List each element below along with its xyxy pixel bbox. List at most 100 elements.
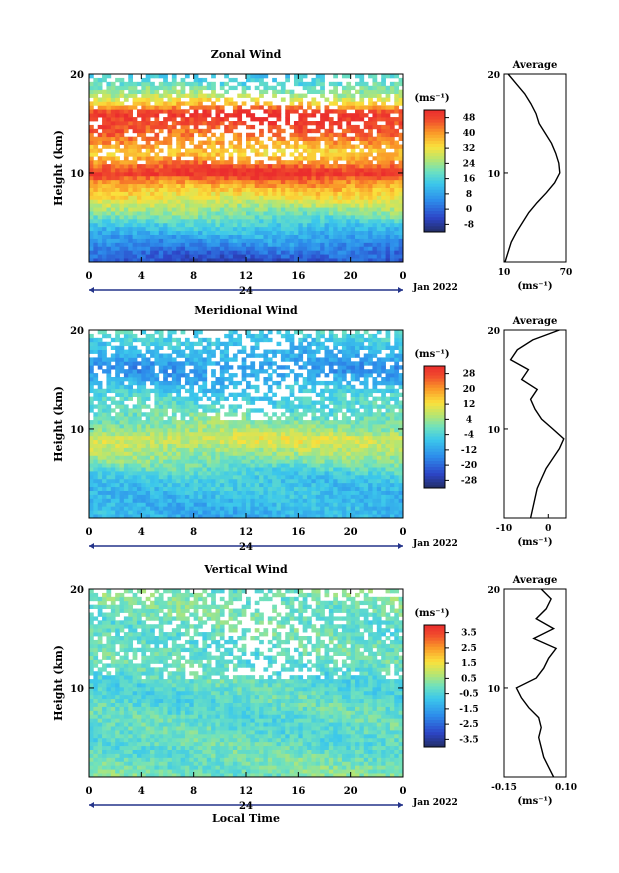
colorbar-tick-label: -8: [464, 220, 474, 230]
colorbar-tick-label: 20: [463, 385, 476, 395]
average-title: Average: [512, 575, 558, 586]
colorbar-tick-label: -0.5: [459, 690, 478, 700]
x-tick-label: 0: [86, 527, 93, 538]
panel-2: Vertical Wind 0 4 8 12 16 20 0 10 20 Height (km) 24…: [52, 563, 577, 812]
heatmap-field: [89, 589, 404, 778]
colorbar-tick-label: 40: [463, 129, 476, 139]
colorbar-tick-label: 0.5: [461, 674, 477, 684]
date-label: Jan 2022: [412, 539, 458, 549]
average-x-tick-label: 0.10: [555, 783, 577, 793]
average-profile-panel: Average 10 20 10 70 (ms⁻¹): [487, 60, 572, 292]
heatmap-field: [89, 74, 404, 263]
average-x-tick-label: 0: [545, 524, 551, 534]
average-title: Average: [512, 60, 558, 71]
colorbar-tick-label: 48: [463, 114, 476, 124]
date-label: Jan 2022: [412, 798, 458, 808]
colorbar-tick-label: -4: [464, 431, 474, 441]
average-frame: [503, 73, 567, 263]
x-tick-label: 20: [344, 271, 358, 282]
heatmap-field: [89, 330, 404, 519]
average-x-label: (ms⁻¹): [517, 796, 552, 807]
average-frame: [503, 329, 567, 519]
panel-title: Zonal Wind: [211, 48, 282, 61]
colorbar-unit: (ms⁻¹): [414, 349, 449, 360]
average-x-tick-label: 10: [498, 268, 511, 278]
average-y-tick-label: 20: [487, 586, 500, 596]
average-y-tick-label: 10: [487, 426, 500, 436]
colorbar: [423, 109, 449, 233]
average-frame: [503, 588, 567, 778]
average-x-label: (ms⁻¹): [517, 537, 552, 548]
x-tick-label: 0: [400, 527, 407, 538]
colorbar: [423, 624, 449, 748]
colorbar-tick-label: 2.5: [461, 644, 477, 654]
y-tick-label: 10: [70, 684, 84, 695]
colorbar-tick-label: -20: [461, 461, 477, 471]
average-x-tick-label: -10: [496, 524, 512, 534]
y-tick-label: 20: [70, 70, 84, 81]
x-tick-label: 12: [239, 271, 253, 282]
x-tick-label: 4: [138, 271, 145, 282]
average-y-tick-label: 10: [487, 685, 500, 695]
colorbar-tick-label: 32: [463, 144, 476, 154]
average-x-tick-label: -0.15: [491, 783, 517, 793]
y-tick-label: 10: [70, 425, 84, 436]
panel-1: Meridional Wind 0 4 8 12 16 20 0 10 20 Height (km)…: [52, 304, 567, 553]
panel-title: Meridional Wind: [194, 304, 298, 317]
x-tick-label: 4: [138, 527, 145, 538]
colorbar-unit: (ms⁻¹): [414, 93, 449, 104]
average-title: Average: [512, 316, 558, 327]
x-tick-label: 8: [190, 786, 197, 797]
x-tick-label: 20: [344, 527, 358, 538]
day-label: 24: [239, 801, 253, 812]
colorbar-tick-label: -12: [461, 446, 477, 456]
x-tick-label: 0: [86, 786, 93, 797]
colorbar-tick-label: 16: [463, 175, 476, 185]
x-tick-label: 16: [291, 271, 305, 282]
colorbar-tick-label: 8: [466, 190, 472, 200]
y-tick-label: 20: [70, 326, 84, 337]
average-line: [504, 73, 561, 263]
colorbar-tick-label: 1.5: [461, 659, 477, 669]
day-label: 24: [239, 542, 253, 553]
colorbar: [423, 365, 449, 489]
colorbar-tick-label: -28: [461, 476, 477, 486]
average-x-label: (ms⁻¹): [517, 281, 552, 292]
colorbar-tick-label: -1.5: [459, 705, 478, 715]
x-tick-label: 16: [291, 527, 305, 538]
x-tick-label: 12: [239, 527, 253, 538]
date-label: Jan 2022: [412, 283, 458, 293]
x-tick-label: 8: [190, 271, 197, 282]
colorbar-tick-label: 12: [463, 400, 476, 410]
x-tick-label: 4: [138, 786, 145, 797]
x-tick-label: 8: [190, 527, 197, 538]
y-axis-label: Height (km): [52, 386, 65, 462]
average-y-tick-label: 20: [487, 327, 500, 337]
average-profile-panel: Average 10 20 -0.15 0.10(ms⁻¹): [487, 575, 576, 807]
colorbar-tick-label: 3.5: [461, 629, 477, 639]
y-axis-label: Height (km): [52, 130, 65, 206]
x-tick-label: 20: [344, 786, 358, 797]
colorbar-tick-label: 24: [463, 159, 476, 169]
average-profile-panel: Average 10 20 -10 0 (ms⁻¹): [487, 316, 567, 548]
colorbar-tick-label: 0: [466, 205, 472, 215]
day-label: 24: [239, 286, 253, 297]
colorbar-unit: (ms⁻¹): [414, 608, 449, 619]
average-line: [515, 588, 558, 778]
y-tick-label: 10: [70, 169, 84, 180]
average-y-tick-label: 20: [487, 71, 500, 81]
x-tick-label: 0: [400, 786, 407, 797]
colorbar-tick-label: -3.5: [459, 735, 478, 745]
average-y-tick-label: 10: [487, 170, 500, 180]
x-axis-label: Local Time: [212, 812, 280, 825]
x-tick-label: 12: [239, 786, 253, 797]
colorbar-tick-label: 4: [466, 415, 472, 425]
x-tick-label: 0: [400, 271, 407, 282]
colorbar-tick-label: -2.5: [459, 720, 478, 730]
x-tick-label: 16: [291, 786, 305, 797]
average-line: [509, 329, 565, 519]
y-tick-label: 20: [70, 585, 84, 596]
average-x-tick-label: 70: [560, 268, 573, 278]
